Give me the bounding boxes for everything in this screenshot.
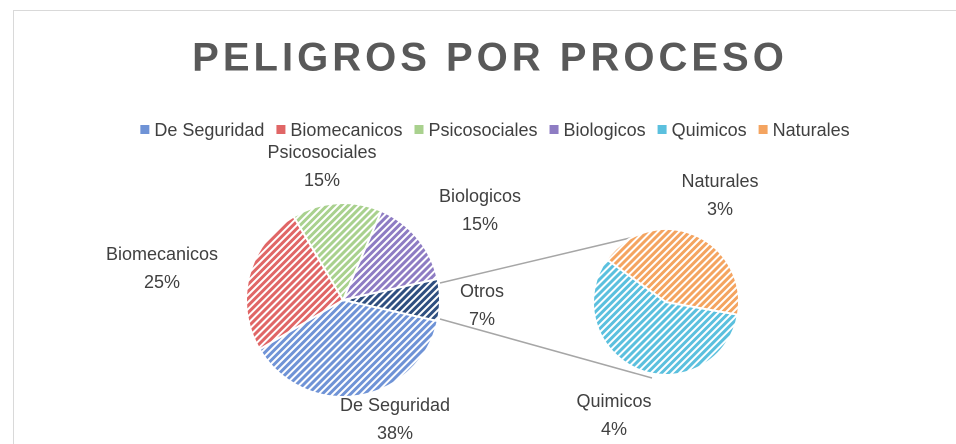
legend-marker — [657, 125, 667, 134]
pie-slice — [292, 202, 383, 303]
legend-label: Biomecanicos — [290, 120, 402, 140]
pie-slice — [245, 215, 345, 351]
data-label-value: 7% — [469, 309, 495, 329]
legend-label: De Seguridad — [154, 120, 264, 140]
legend-marker — [140, 125, 150, 134]
pie-slice — [592, 257, 740, 376]
data-label-value: 15% — [304, 170, 340, 190]
data-label-value: 3% — [707, 199, 733, 219]
legend-label: Psicosociales — [428, 120, 537, 140]
data-label-value: 25% — [144, 272, 180, 292]
data-label-name: Biomecanicos — [106, 244, 218, 264]
legend-label: Naturales — [773, 120, 850, 140]
connector-line — [439, 318, 653, 379]
legend: De Seguridad Biomecanicos Psicosociales Bio… — [140, 120, 850, 140]
legend-marker — [276, 125, 286, 134]
data-label-value: 15% — [462, 214, 498, 234]
legend-marker — [549, 125, 559, 134]
legend-marker — [414, 125, 424, 134]
pie-slice — [341, 209, 439, 302]
data-label-name: Otros — [460, 281, 504, 301]
data-label-name: Naturales — [681, 171, 758, 191]
legend-marker — [758, 125, 768, 134]
legend-label: Biologicos — [564, 120, 646, 140]
legend-label: Quimicos — [672, 120, 747, 140]
data-label-name: Biologicos — [439, 186, 521, 206]
pie-slice — [258, 298, 439, 398]
data-label-name: Quimicos — [576, 391, 651, 411]
chart-title: PELIGROS POR PROCESO — [192, 36, 788, 80]
data-label-value: 4% — [601, 419, 627, 439]
chart-border — [13, 10, 956, 444]
pie-slice — [605, 228, 740, 316]
data-label-name: De Seguridad — [340, 395, 450, 415]
data-label-value: 38% — [377, 423, 413, 443]
data-label-name: Psicosociales — [267, 142, 376, 162]
